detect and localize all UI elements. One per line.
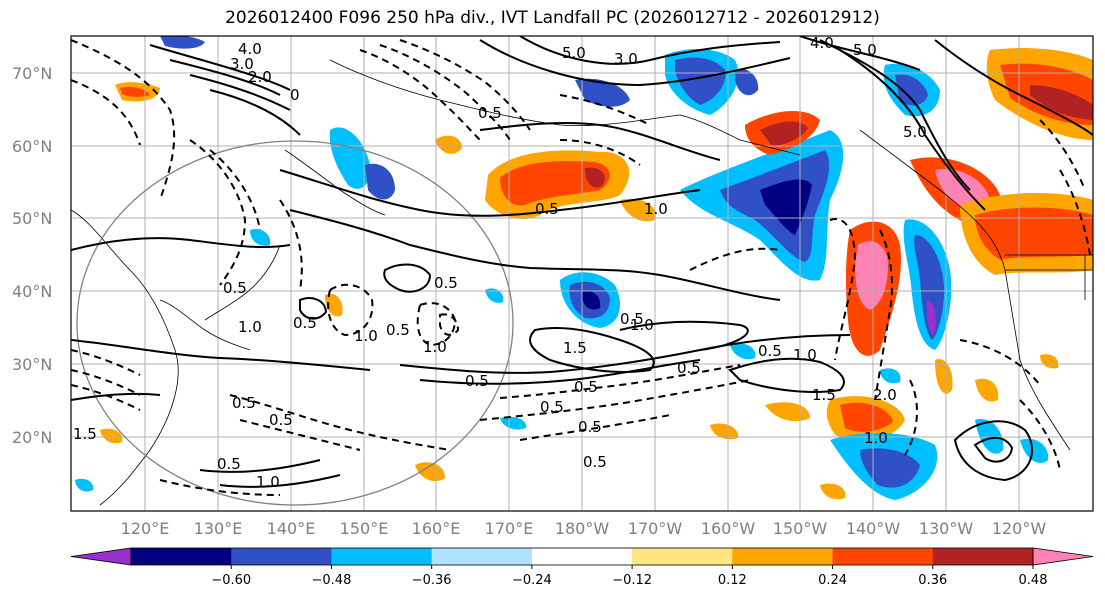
contour-label: 1.5	[563, 339, 587, 357]
contour-label: 0.5	[434, 274, 458, 292]
contour-label: 0.5	[465, 372, 489, 390]
coastlines	[71, 59, 1093, 506]
contour-label: 1.5	[812, 386, 836, 404]
contour-label: 0.5	[293, 314, 317, 332]
colorbar-swatch	[331, 548, 433, 565]
contour-label: 5.0	[903, 123, 927, 141]
colorbar-tick-label: −0.12	[612, 573, 652, 588]
contour-label: 0.5	[677, 359, 701, 377]
contour-label: 1.0	[630, 316, 654, 334]
contour-label: 0.5	[269, 411, 293, 429]
contour-label: 4.0	[238, 40, 262, 58]
colorbar-tick-label: 0.48	[1019, 573, 1048, 588]
colorbar-swatch	[131, 548, 232, 565]
shaded-divergence-fields	[75, 36, 1093, 500]
contour-label: 1.0	[423, 338, 447, 356]
contour-label: 0.5	[535, 200, 559, 218]
contour-label: 0.5	[620, 310, 644, 328]
colorbar-frame	[130, 547, 1034, 566]
colorbar-swatch	[832, 548, 934, 565]
lon-label: 170°W	[628, 519, 683, 538]
colorbar-extend-high	[1032, 547, 1094, 566]
colorbar-swatch	[431, 548, 533, 565]
lon-label: 120°E	[121, 519, 170, 538]
contour-label: 1.0	[354, 327, 378, 345]
lon-label: 140°W	[846, 519, 901, 538]
contour-label: 0.5	[386, 321, 410, 339]
lat-label: 30°N	[12, 355, 52, 374]
graticule	[71, 36, 1093, 511]
lat-label: 60°N	[12, 137, 52, 156]
contour-label: 1.5	[73, 425, 97, 443]
colorbar-tick-label: −0.60	[211, 573, 251, 588]
lon-label: 130°E	[194, 519, 243, 538]
colorbar-swatch	[732, 548, 834, 565]
colorbar-extend-low	[70, 547, 132, 566]
contour-label: 2.0	[873, 386, 897, 404]
colorbar-tick-label: −0.24	[512, 573, 552, 588]
lat-label: 50°N	[12, 209, 52, 228]
contour-label: 0.5	[578, 418, 602, 436]
lon-label: 150°W	[773, 519, 828, 538]
contour-label: 5.0	[562, 44, 586, 62]
lon-label: 140°E	[267, 519, 316, 538]
colorbar-tick-label: 0.24	[818, 573, 847, 588]
lon-label: 120°W	[992, 519, 1047, 538]
contour-label: 3.0	[614, 50, 638, 68]
radius-circle	[76, 140, 514, 506]
solid-contours	[71, 36, 1093, 488]
lon-label: 150°E	[340, 519, 389, 538]
contour-label: 5.0	[853, 41, 877, 59]
contour-label: 1.0	[238, 318, 262, 336]
contour-label: 0.5	[232, 394, 256, 412]
lat-label: 20°N	[12, 428, 52, 447]
colorbar-tick-label: 0.36	[918, 573, 947, 588]
contour-label: 0.5	[217, 455, 241, 473]
contour-label: 0.5	[758, 342, 782, 360]
lat-label: 40°N	[12, 282, 52, 301]
contour-label: 0.5	[574, 378, 598, 396]
colorbar-swatch	[632, 548, 733, 565]
contour-label: 1.0	[864, 429, 888, 447]
contour-label: 0.5	[583, 453, 607, 471]
contour-label: 0.5	[540, 398, 564, 416]
lat-label: 70°N	[12, 64, 52, 83]
lon-label: 170°E	[485, 519, 534, 538]
contour-label: 0.5	[478, 104, 502, 122]
colorbar-tick-label: −0.48	[312, 573, 352, 588]
colorbar-tick-label: −0.36	[412, 573, 452, 588]
contour-label: 1.0	[256, 473, 280, 491]
colorbar: −0.60 −0.48 −0.36 −0.24 −0.12 0.12 0.24 0.36 0.4…	[70, 547, 1094, 588]
contour-label: 1.0	[644, 200, 668, 218]
colorbar-swatch	[531, 548, 633, 565]
colorbar-swatch	[231, 548, 332, 565]
contour-label: 0	[290, 86, 300, 104]
contour-label: 2.0	[248, 68, 272, 86]
contour-label: 4.0	[810, 34, 834, 52]
dashed-contours	[71, 39, 1091, 496]
map-title: 2026012400 F096 250 hPa div., IVT Landfa…	[225, 8, 880, 28]
colorbar-tick-label: 0.12	[718, 573, 747, 588]
contour-label: 3.0	[230, 55, 254, 73]
lon-label: 180°W	[555, 519, 610, 538]
lon-label: 160°W	[701, 519, 756, 538]
colorbar-swatch	[932, 548, 1034, 565]
map-frame	[70, 35, 1094, 512]
contour-label: 1.0	[793, 346, 817, 364]
longitude-labels: 120°E 130°E 140°E 150°E 160°E 170°E 180°…	[121, 519, 1047, 538]
lon-label: 160°E	[412, 519, 461, 538]
latitude-labels: 70°N 60°N 50°N 40°N 30°N 20°N	[12, 64, 52, 447]
lon-label: 130°W	[919, 519, 974, 538]
contour-label: 0.5	[223, 279, 247, 297]
contour-labels: 4.0 3.0 2.0 0 5.0 3.0 4.0 5.0 0.5 5.0 1.…	[73, 34, 927, 491]
